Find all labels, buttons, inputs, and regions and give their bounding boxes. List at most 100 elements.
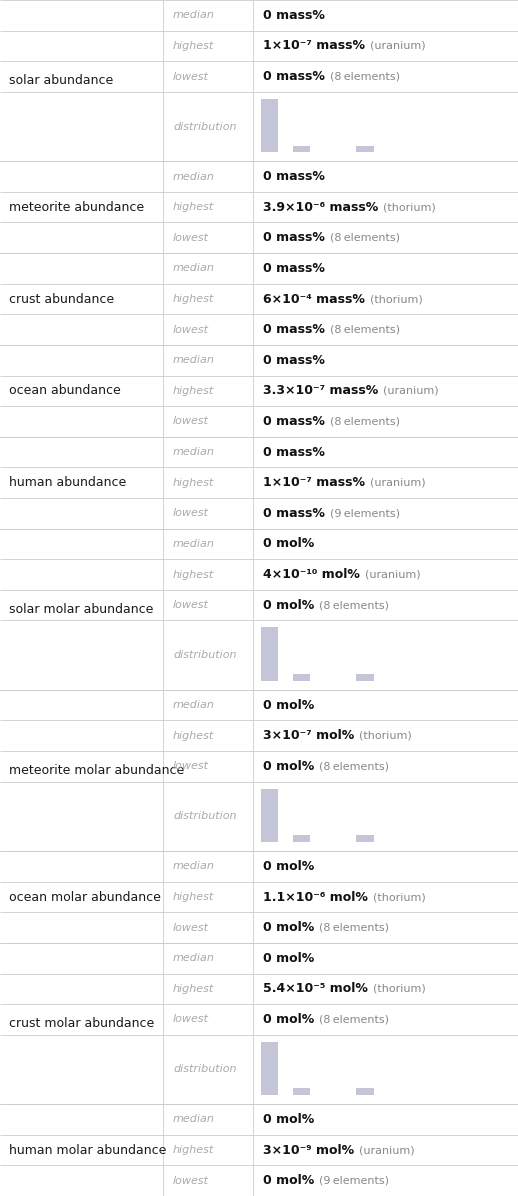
Bar [261, 99, 279, 152]
Text: lowest: lowest [173, 233, 209, 243]
Text: (9 elements): (9 elements) [319, 1176, 389, 1185]
Text: 0 mass%: 0 mass% [263, 323, 325, 336]
Text: (8 elements): (8 elements) [319, 762, 389, 771]
Text: lowest: lowest [173, 1176, 209, 1185]
Text: lowest: lowest [173, 922, 209, 933]
Text: highest: highest [173, 294, 214, 304]
Text: 0 mol%: 0 mol% [263, 1113, 314, 1125]
Text: distribution: distribution [173, 811, 237, 822]
Text: 0 mass%: 0 mass% [263, 354, 325, 367]
Text: 6×10⁻⁴ mass%: 6×10⁻⁴ mass% [263, 293, 365, 305]
Text: median: median [173, 953, 215, 963]
Bar [356, 675, 374, 681]
Text: (8 elements): (8 elements) [319, 922, 389, 933]
Bar [293, 675, 310, 681]
Text: 4×10⁻¹⁰ mol%: 4×10⁻¹⁰ mol% [263, 568, 360, 581]
Text: human abundance: human abundance [9, 476, 126, 489]
Text: (9 elements): (9 elements) [330, 508, 400, 518]
Text: lowest: lowest [173, 416, 209, 427]
Text: highest: highest [173, 477, 214, 488]
Text: median: median [173, 1115, 215, 1124]
Text: 0 mass%: 0 mass% [263, 170, 325, 183]
Bar [261, 628, 279, 681]
Text: 5.4×10⁻⁵ mol%: 5.4×10⁻⁵ mol% [263, 982, 368, 995]
Text: (thorium): (thorium) [383, 202, 436, 212]
Text: (uranium): (uranium) [365, 569, 421, 580]
Text: solar abundance: solar abundance [9, 74, 113, 87]
Text: 0 mass%: 0 mass% [263, 8, 325, 22]
Bar [356, 1088, 374, 1096]
Text: lowest: lowest [173, 600, 209, 610]
Text: lowest: lowest [173, 762, 209, 771]
Bar [261, 1042, 279, 1096]
Text: 3.9×10⁻⁶ mass%: 3.9×10⁻⁶ mass% [263, 201, 378, 214]
Text: (thorium): (thorium) [370, 294, 423, 304]
Text: distribution: distribution [173, 122, 237, 132]
Text: meteorite molar abundance: meteorite molar abundance [9, 764, 184, 777]
Text: (8 elements): (8 elements) [319, 600, 389, 610]
Text: highest: highest [173, 1145, 214, 1155]
Bar [261, 788, 279, 842]
Text: highest: highest [173, 386, 214, 396]
Text: 0 mass%: 0 mass% [263, 507, 325, 520]
Text: (thorium): (thorium) [373, 984, 426, 994]
Text: (thorium): (thorium) [359, 731, 412, 740]
Text: 0 mass%: 0 mass% [263, 415, 325, 428]
Bar [293, 1088, 310, 1096]
Text: ocean abundance: ocean abundance [9, 384, 121, 397]
Text: 0 mol%: 0 mol% [263, 921, 314, 934]
Text: median: median [173, 539, 215, 549]
Text: highest: highest [173, 984, 214, 994]
Text: (8 elements): (8 elements) [319, 1014, 389, 1025]
Text: crust abundance: crust abundance [9, 293, 114, 305]
Text: (8 elements): (8 elements) [330, 416, 400, 427]
Text: 0 mass%: 0 mass% [263, 446, 325, 458]
Text: 0 mol%: 0 mol% [263, 860, 314, 873]
Text: median: median [173, 171, 215, 182]
Text: 1×10⁻⁷ mass%: 1×10⁻⁷ mass% [263, 39, 365, 53]
Text: highest: highest [173, 569, 214, 580]
Bar [356, 146, 374, 152]
Text: 0 mol%: 0 mol% [263, 952, 314, 965]
Text: (8 elements): (8 elements) [330, 324, 400, 335]
Text: highest: highest [173, 202, 214, 212]
Text: 3.3×10⁻⁷ mass%: 3.3×10⁻⁷ mass% [263, 384, 378, 397]
Text: median: median [173, 700, 215, 710]
Text: highest: highest [173, 731, 214, 740]
Text: 0 mol%: 0 mol% [263, 759, 314, 773]
Text: ocean molar abundance: ocean molar abundance [9, 891, 161, 903]
Text: (uranium): (uranium) [383, 386, 439, 396]
Text: 0 mol%: 0 mol% [263, 1013, 314, 1026]
Text: 0 mol%: 0 mol% [263, 599, 314, 611]
Text: distribution: distribution [173, 651, 237, 660]
Text: median: median [173, 11, 215, 20]
Text: median: median [173, 861, 215, 872]
Text: median: median [173, 355, 215, 365]
Text: (uranium): (uranium) [370, 477, 426, 488]
Text: 1.1×10⁻⁶ mol%: 1.1×10⁻⁶ mol% [263, 891, 368, 903]
Bar [293, 835, 310, 842]
Text: median: median [173, 447, 215, 457]
Text: (8 elements): (8 elements) [330, 72, 400, 81]
Text: 0 mol%: 0 mol% [263, 698, 314, 712]
Text: human molar abundance: human molar abundance [9, 1143, 166, 1157]
Text: 0 mass%: 0 mass% [263, 262, 325, 275]
Text: crust molar abundance: crust molar abundance [9, 1017, 154, 1030]
Text: meteorite abundance: meteorite abundance [9, 201, 144, 214]
Text: lowest: lowest [173, 1014, 209, 1025]
Text: (thorium): (thorium) [373, 892, 426, 902]
Text: 0 mass%: 0 mass% [263, 71, 325, 83]
Text: 3×10⁻⁷ mol%: 3×10⁻⁷ mol% [263, 730, 354, 743]
Text: lowest: lowest [173, 508, 209, 518]
Text: (uranium): (uranium) [370, 41, 426, 51]
Text: lowest: lowest [173, 72, 209, 81]
Text: 0 mol%: 0 mol% [263, 1174, 314, 1188]
Bar [356, 835, 374, 842]
Text: 0 mass%: 0 mass% [263, 231, 325, 244]
Text: highest: highest [173, 41, 214, 51]
Text: lowest: lowest [173, 324, 209, 335]
Text: distribution: distribution [173, 1064, 237, 1074]
Text: solar molar abundance: solar molar abundance [9, 603, 153, 616]
Text: 3×10⁻⁹ mol%: 3×10⁻⁹ mol% [263, 1143, 354, 1157]
Bar [293, 146, 310, 152]
